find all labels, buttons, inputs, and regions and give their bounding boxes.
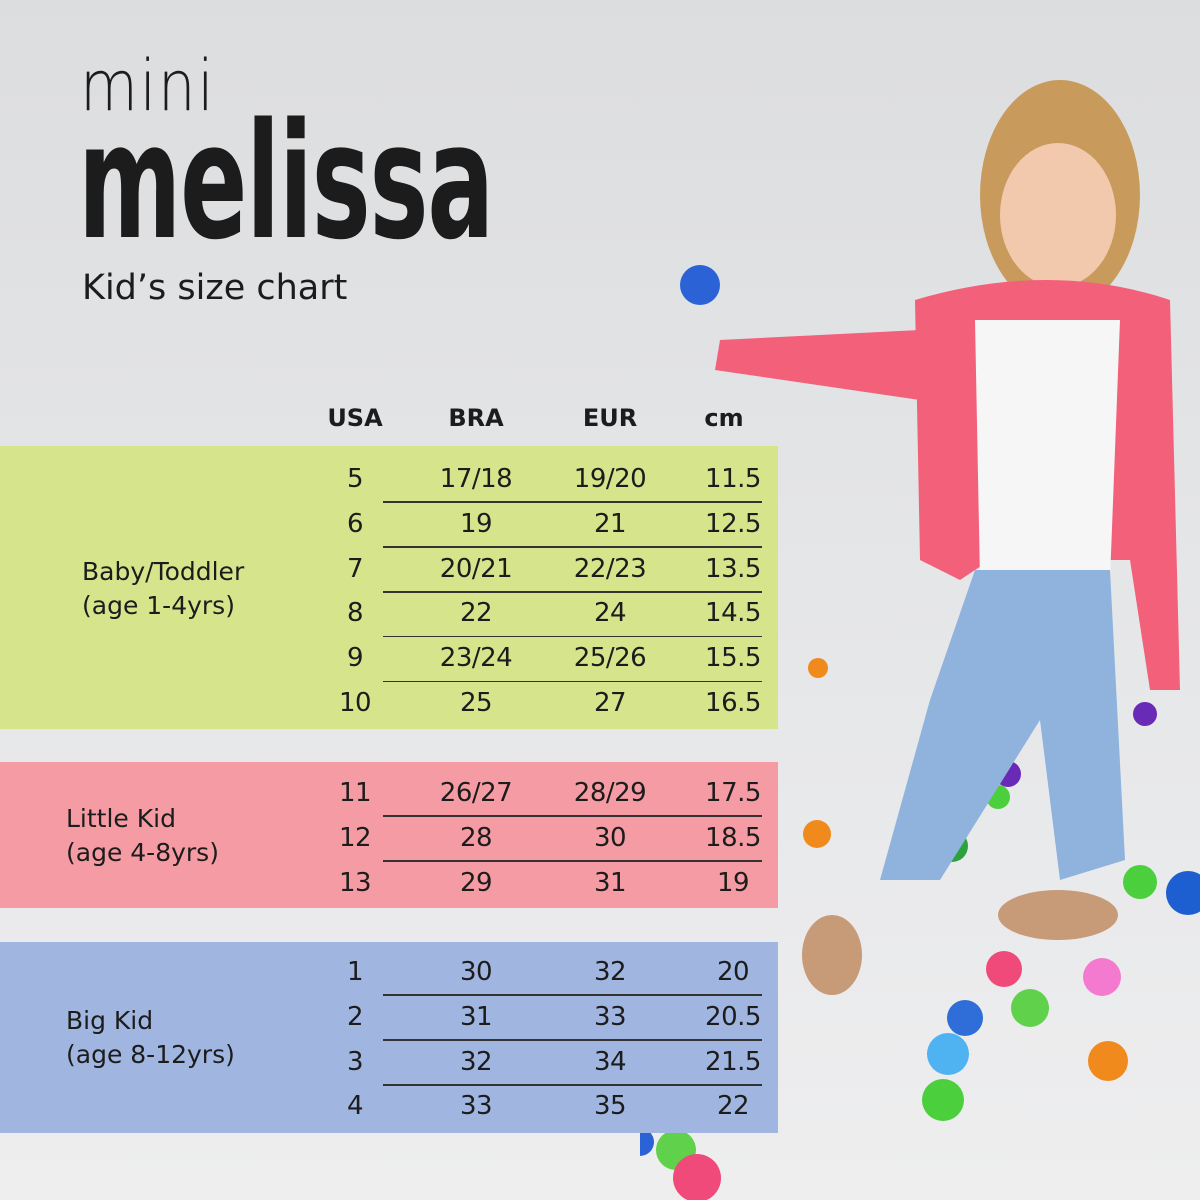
table-cell-cm: 19 bbox=[716, 867, 750, 898]
table-cell-usa: 7 bbox=[346, 553, 364, 584]
group-age: (age 1-4yrs) bbox=[82, 591, 235, 620]
table-cell-usa: 12 bbox=[338, 822, 372, 853]
table-cell-eur: 25/26 bbox=[573, 643, 647, 674]
table-cell-eur: 34 bbox=[593, 1046, 627, 1077]
group-name: Big Kid bbox=[66, 1006, 154, 1035]
table-cell-bra: 32 bbox=[459, 1046, 493, 1077]
table-cell-cm: 16.5 bbox=[705, 688, 761, 718]
row-divider bbox=[383, 501, 762, 503]
table-cell-cm: 18.5 bbox=[705, 822, 761, 853]
table-cell-bra: 17/18 bbox=[439, 464, 513, 494]
row-divider bbox=[383, 815, 762, 817]
row-divider bbox=[383, 860, 762, 862]
table-cell-eur: 27 bbox=[593, 688, 627, 718]
row-divider bbox=[383, 680, 762, 683]
brand-logo-mini: mini bbox=[80, 45, 216, 127]
group-age: (age 8-12yrs) bbox=[66, 1040, 235, 1069]
column-header-bra: BRA bbox=[448, 404, 504, 432]
row-divider bbox=[383, 994, 762, 996]
group-age: (age 4-8yrs) bbox=[66, 838, 219, 867]
group-label: Little Kid (age 4-8yrs) bbox=[66, 802, 219, 870]
table-cell-eur: 35 bbox=[593, 1091, 627, 1122]
table-cell-bra: 26/27 bbox=[439, 778, 513, 808]
table-cell-bra: 30 bbox=[459, 957, 493, 987]
table-cell-cm: 14.5 bbox=[705, 598, 761, 629]
table-cell-cm: 20 bbox=[716, 957, 750, 987]
group-label: Baby/Toddler (age 1-4yrs) bbox=[82, 555, 244, 623]
table-cell-cm: 12.5 bbox=[705, 508, 761, 539]
table-cell-cm: 11.5 bbox=[705, 464, 761, 494]
table-cell-eur: 32 bbox=[593, 957, 627, 987]
row-divider bbox=[383, 1039, 762, 1041]
table-cell-eur: 28/29 bbox=[573, 778, 647, 808]
table-cell-usa: 11 bbox=[338, 778, 372, 808]
table-cell-usa: 9 bbox=[346, 643, 364, 674]
column-header-eur: EUR bbox=[582, 404, 638, 432]
table-cell-eur: 33 bbox=[593, 1001, 627, 1032]
table-cell-eur: 24 bbox=[593, 598, 627, 629]
table-cell-cm: 17.5 bbox=[705, 778, 761, 808]
table-cell-usa: 13 bbox=[338, 867, 372, 898]
child-photo bbox=[640, 80, 1200, 1200]
group-band-big-kid bbox=[0, 942, 778, 1133]
brand-logo-melissa: melissa bbox=[78, 88, 494, 275]
row-divider bbox=[383, 1084, 762, 1086]
table-cell-bra: 20/21 bbox=[439, 553, 513, 584]
child-figure bbox=[715, 80, 1180, 995]
table-cell-eur: 22/23 bbox=[573, 553, 647, 584]
table-cell-eur: 19/20 bbox=[573, 464, 647, 494]
table-cell-usa: 8 bbox=[346, 598, 364, 629]
table-cell-bra: 25 bbox=[459, 688, 493, 718]
group-label: Big Kid (age 8-12yrs) bbox=[66, 1004, 235, 1072]
table-cell-usa: 4 bbox=[346, 1091, 364, 1122]
table-cell-bra: 23/24 bbox=[439, 643, 513, 674]
table-cell-bra: 29 bbox=[459, 867, 493, 898]
table-cell-cm: 21.5 bbox=[705, 1046, 761, 1077]
row-divider bbox=[383, 546, 762, 548]
table-cell-usa: 5 bbox=[346, 464, 364, 494]
group-name: Little Kid bbox=[66, 804, 176, 833]
table-cell-bra: 19 bbox=[459, 508, 493, 539]
table-cell-bra: 33 bbox=[459, 1091, 493, 1122]
table-cell-usa: 10 bbox=[338, 688, 372, 718]
row-divider bbox=[383, 591, 762, 593]
table-cell-cm: 20.5 bbox=[705, 1001, 761, 1032]
group-name: Baby/Toddler bbox=[82, 557, 245, 586]
table-cell-cm: 22 bbox=[716, 1091, 750, 1122]
table-cell-eur: 30 bbox=[593, 822, 627, 853]
group-band-little-kid bbox=[0, 762, 778, 908]
table-cell-eur: 21 bbox=[593, 508, 627, 539]
table-cell-bra: 31 bbox=[459, 1001, 493, 1032]
table-cell-bra: 28 bbox=[459, 822, 493, 853]
row-divider bbox=[383, 635, 762, 638]
table-cell-cm: 15.5 bbox=[705, 643, 761, 674]
table-cell-usa: 6 bbox=[346, 508, 364, 539]
table-cell-bra: 22 bbox=[459, 598, 493, 629]
table-cell-eur: 31 bbox=[593, 867, 627, 898]
column-header-usa: USA bbox=[327, 404, 383, 432]
page-title: Kid’s size chart bbox=[82, 268, 348, 308]
table-cell-usa: 2 bbox=[346, 1001, 364, 1032]
column-header-cm: cm bbox=[704, 404, 744, 432]
table-cell-cm: 13.5 bbox=[705, 553, 761, 584]
table-cell-usa: 1 bbox=[346, 957, 364, 987]
table-cell-usa: 3 bbox=[346, 1046, 364, 1077]
